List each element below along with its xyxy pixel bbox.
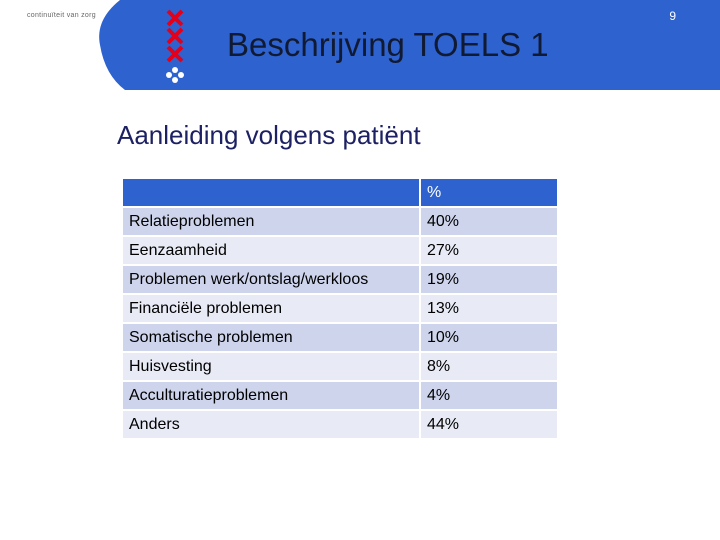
table-row: Huisvesting 8% (121, 351, 559, 382)
table-row: Anders 44% (121, 409, 559, 440)
percent-cell: 27% (419, 235, 559, 266)
category-cell: Acculturatieproblemen (121, 380, 421, 411)
percent-cell: 4% (419, 380, 559, 411)
category-cell: Eenzaamheid (121, 235, 421, 266)
table-row: Problemen werk/ontslag/werkloos 19% (121, 264, 559, 295)
table-row: Eenzaamheid 27% (121, 235, 559, 266)
table-row: Financiële problemen 13% (121, 293, 559, 324)
category-cell: Problemen werk/ontslag/werkloos (121, 264, 421, 295)
header-cell (121, 177, 421, 208)
tagline: continuïteit van zorg (27, 12, 96, 19)
header-cell: % (419, 177, 559, 208)
percent-cell: 13% (419, 293, 559, 324)
category-cell: Huisvesting (121, 351, 421, 382)
category-cell: Anders (121, 409, 421, 440)
category-cell: Somatische problemen (121, 322, 421, 353)
table: % Relatieproblemen 40% Eenzaamheid 27% Probl… (121, 177, 559, 440)
category-cell: Financiële problemen (121, 293, 421, 324)
header-band (0, 0, 720, 90)
table-row: Acculturatieproblemen 4% (121, 380, 559, 411)
title: Beschrijving TOELS 1 (227, 26, 549, 63)
table-row: Somatische problemen 10% (121, 322, 559, 353)
percent-cell: 40% (419, 206, 559, 237)
subtitle: Aanleiding volgens patiënt (117, 120, 421, 150)
percent-cell: 44% (419, 409, 559, 440)
percent-cell: 19% (419, 264, 559, 295)
percent-cell: 8% (419, 351, 559, 382)
page-number: 9 (669, 9, 676, 23)
percent-cell: 10% (419, 322, 559, 353)
category-cell: Relatieproblemen (121, 206, 421, 237)
table-row: Relatieproblemen 40% (121, 206, 559, 237)
